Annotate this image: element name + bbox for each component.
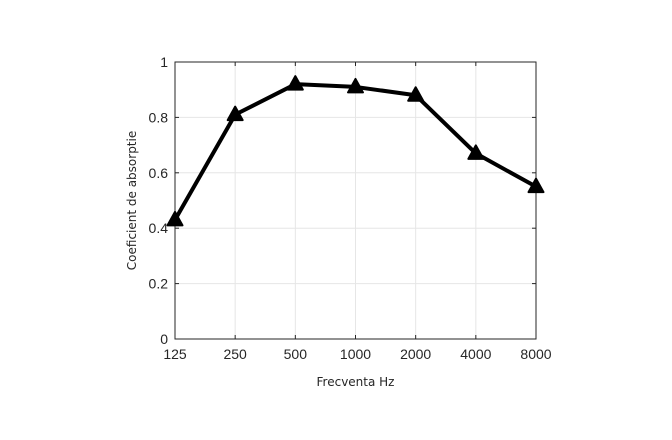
y-tick-labels: 0 0.2 0.4 0.6 0.8 1 [149, 54, 169, 347]
x-tick-label: 250 [223, 346, 247, 362]
x-tick-label: 8000 [520, 346, 551, 362]
triangle-marker [166, 210, 184, 227]
axis-ticks [174, 61, 537, 340]
x-tick-label: 2000 [400, 346, 431, 362]
x-tick-labels: 125 250 500 1000 2000 4000 8000 [163, 346, 551, 362]
triangle-marker [286, 75, 304, 91]
x-axis-label: Frecventa Hz [317, 375, 395, 389]
y-axis-label: Coeficient de absorptie [125, 131, 139, 270]
x-tick-label: 1000 [340, 346, 371, 362]
triangle-marker [527, 177, 545, 194]
triangle-marker [226, 105, 244, 122]
triangle-marker [407, 86, 425, 102]
x-tick-label: 500 [284, 346, 308, 362]
y-tick-label: 0.2 [149, 276, 169, 292]
y-tick-label: 0.8 [149, 109, 169, 125]
triangle-marker [467, 144, 485, 160]
y-tick-label: 0.4 [149, 220, 169, 236]
x-tick-label: 4000 [460, 346, 491, 362]
triangle-marker [347, 77, 364, 94]
y-tick-label: 0 [160, 331, 168, 347]
y-tick-label: 0.6 [149, 165, 169, 181]
y-tick-label: 1 [160, 54, 168, 70]
x-tick-label: 125 [163, 346, 187, 362]
series-group [166, 75, 545, 227]
